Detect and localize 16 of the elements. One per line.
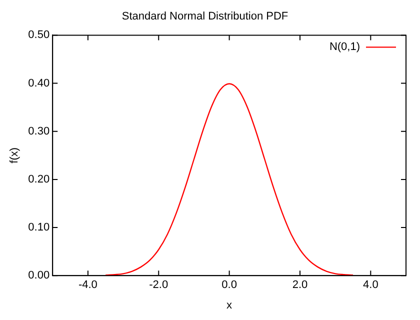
y-tick-label: 0.30	[28, 125, 50, 138]
x-tick-label: 0.0	[222, 279, 237, 292]
line-series	[105, 83, 354, 276]
y-tick-label: 0.00	[28, 270, 50, 282]
y-tick-label: 0.40	[28, 77, 50, 90]
x-tick-label: -2.0	[149, 279, 168, 292]
x-axis-title: x	[226, 299, 233, 312]
y-axis-title: f(x)	[8, 147, 21, 164]
x-tick-label: 2.0	[292, 279, 308, 292]
y-tick-label: 0.10	[28, 222, 50, 234]
chart-title: Standard Normal Distribution PDF	[122, 10, 288, 23]
x-tick-label: -4.0	[78, 279, 98, 292]
y-tick-label: 0.20	[28, 173, 50, 186]
y-tick-label: 0.50	[28, 29, 50, 42]
legend-label: N(0,1)	[329, 41, 360, 54]
x-tick-label: 4.0	[363, 279, 378, 292]
